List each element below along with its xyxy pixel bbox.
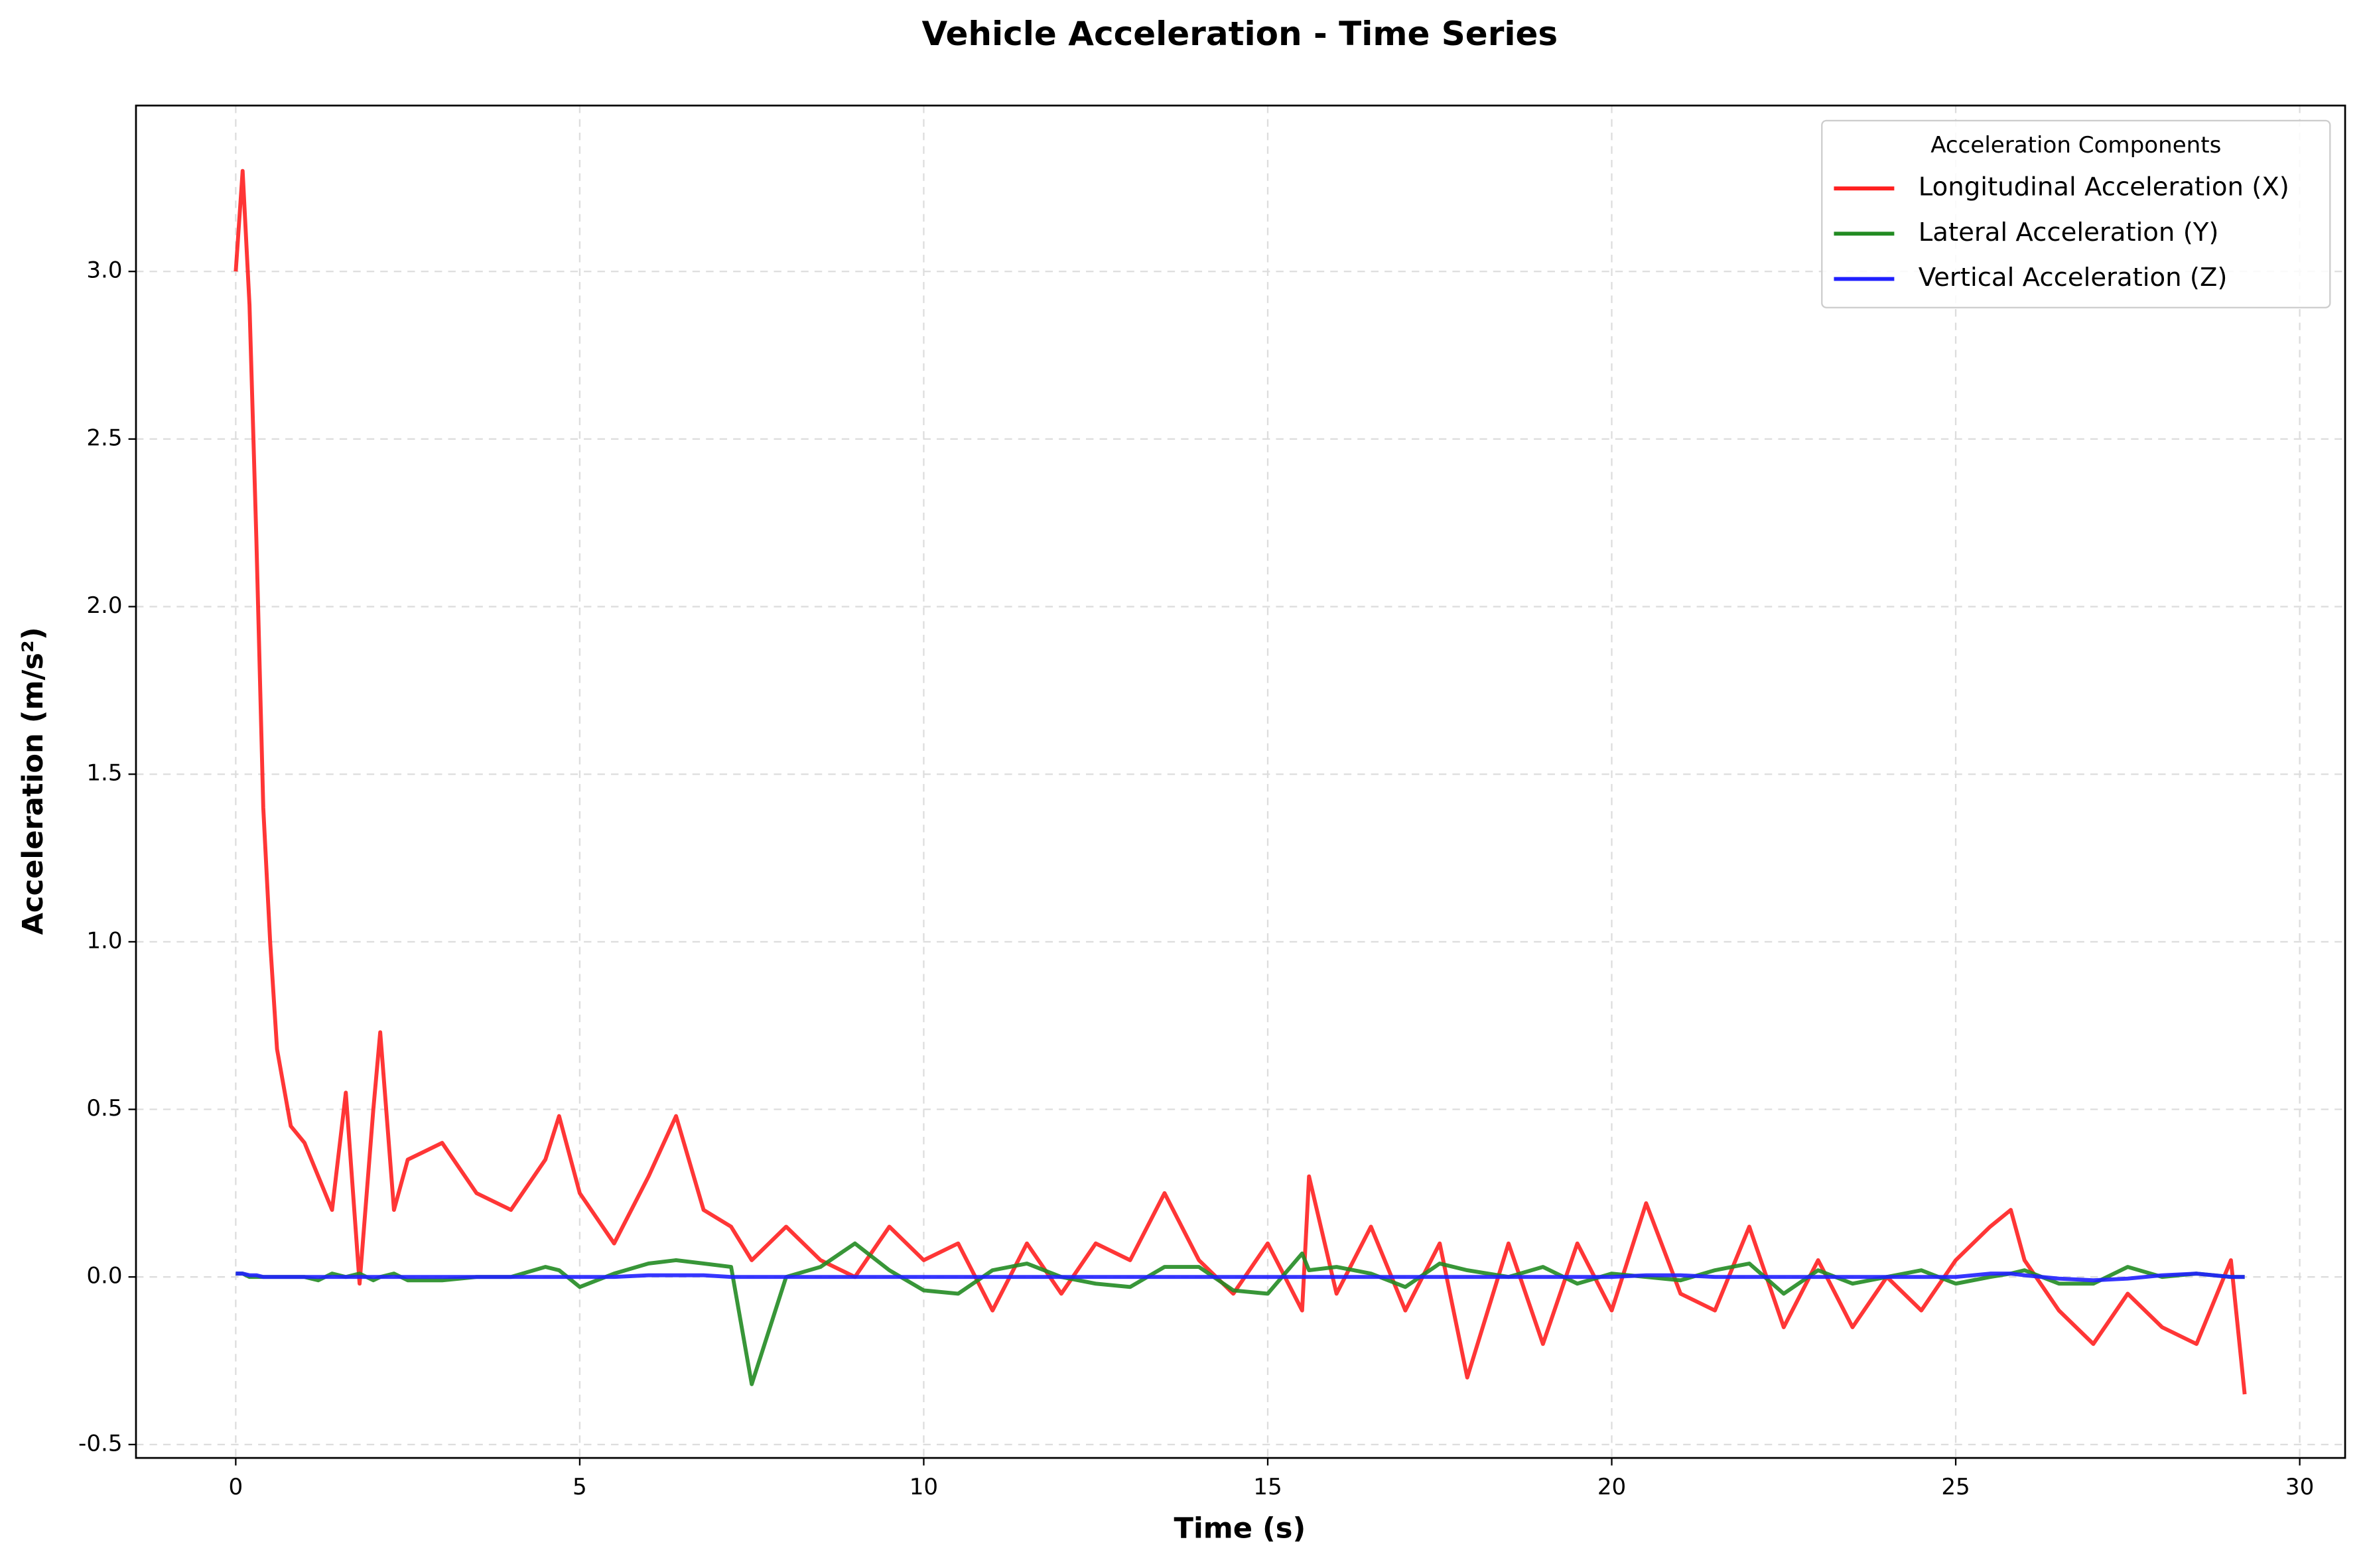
y-tick-label: 0.0 — [86, 1263, 122, 1289]
x-tick-label: 25 — [1941, 1474, 1970, 1500]
plot-area — [234, 168, 2247, 1395]
x-tick-label: 15 — [1253, 1474, 1282, 1500]
legend: Acceleration Components Longitudinal Acce… — [1821, 119, 2331, 308]
x-tick-label: 20 — [1597, 1474, 1626, 1500]
y-tick-label: -0.5 — [78, 1430, 123, 1457]
y-tick-label: 3.0 — [86, 257, 122, 284]
y-tick-label: 1.0 — [86, 927, 122, 954]
chart-title: Vehicle Acceleration - Time Series — [922, 15, 1558, 53]
x-tick-label: 5 — [573, 1474, 587, 1500]
legend-label: Lateral Acceleration (Y) — [1919, 218, 2219, 247]
x-tick-label: 30 — [2285, 1474, 2314, 1500]
x-tick-label: 10 — [910, 1474, 938, 1500]
x-axis-label: Time (s) — [1174, 1512, 1306, 1545]
axes-frame — [135, 104, 2346, 1459]
y-tick-label: 2.0 — [86, 592, 122, 619]
legend-label: Vertical Acceleration (Z) — [1919, 263, 2228, 293]
grid: 0 5 10 15 20 25 30 -0.5 0.0 0.5 1.0 1.5 2.0 2.5 3.0 — [78, 105, 2346, 1500]
legend-label: Longitudinal Acceleration (X) — [1919, 172, 2289, 202]
legend-title: Acceleration Components — [1930, 132, 2221, 159]
data-line — [236, 1272, 2245, 1283]
y-tick-label: 0.5 — [86, 1095, 122, 1122]
data-line — [234, 168, 2247, 1395]
y-tick-label: 1.5 — [86, 760, 122, 787]
x-tick-label: 0 — [229, 1474, 243, 1500]
y-axis-label: Acceleration (m/s²) — [17, 627, 50, 935]
y-tick-label: 2.5 — [86, 425, 122, 451]
legend-box — [1821, 119, 2331, 308]
